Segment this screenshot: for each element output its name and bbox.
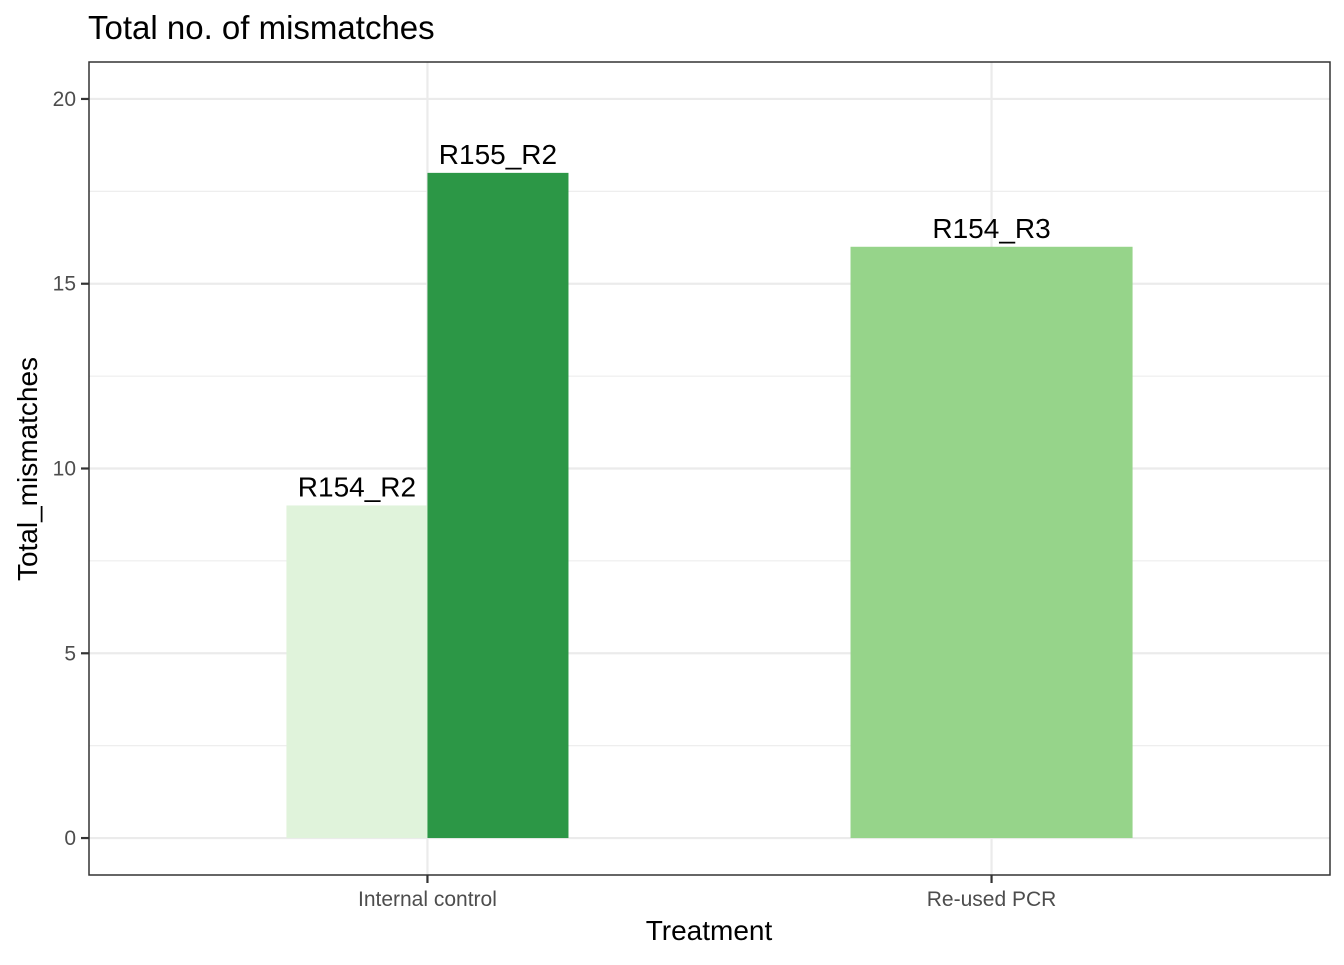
bar-label-r155-r2: R155_R2 bbox=[439, 139, 557, 170]
y-tick-label: 5 bbox=[64, 642, 76, 665]
x-tick-label: Re-used PCR bbox=[927, 888, 1057, 911]
y-tick-label: 10 bbox=[53, 458, 76, 481]
bar-r155-r2 bbox=[427, 172, 569, 839]
y-tick-label: 20 bbox=[53, 88, 76, 111]
bar-label-r154-r3: R154_R3 bbox=[932, 213, 1050, 244]
x-tick-label: Internal control bbox=[358, 888, 497, 911]
grid-lines bbox=[89, 62, 1330, 875]
bar-r154-r2 bbox=[286, 505, 428, 839]
y-tick-label: 0 bbox=[64, 827, 76, 850]
y-axis: 0 5 10 15 20 bbox=[53, 88, 89, 850]
y-axis-title: Total_mismatches bbox=[12, 357, 43, 581]
y-tick-label: 15 bbox=[53, 273, 76, 296]
x-axis: Internal control Re-used PCR bbox=[358, 875, 1056, 911]
chart-title: Total no. of mismatches bbox=[88, 9, 435, 46]
x-axis-title: Treatment bbox=[646, 915, 773, 946]
bars bbox=[286, 172, 1133, 839]
bar-r154-r3 bbox=[850, 246, 1133, 839]
bar-labels: R154_R2 R155_R2 R154_R3 bbox=[298, 139, 1051, 503]
bar-label-r154-r2: R154_R2 bbox=[298, 471, 416, 502]
